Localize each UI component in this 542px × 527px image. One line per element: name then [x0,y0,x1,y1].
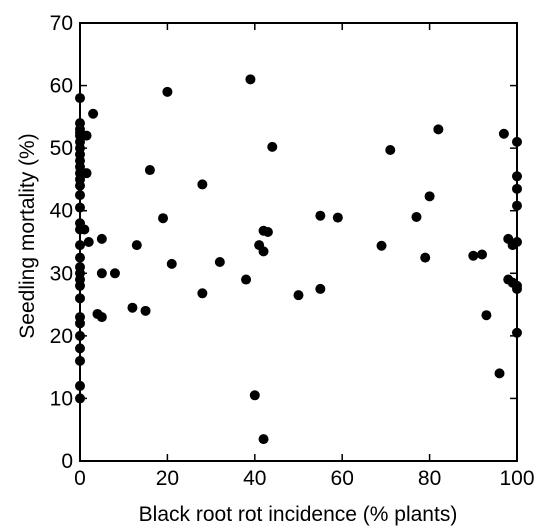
data-point [498,128,509,139]
data-point [75,343,85,354]
data-point [241,274,252,285]
data-point [512,200,522,211]
data-point [75,190,85,201]
data-point [468,250,479,261]
data-point [197,288,208,299]
data-point [127,302,138,313]
y-tick-label: 20 [50,325,73,348]
data-point [424,191,435,202]
data-point [96,233,107,244]
data-point [214,257,225,268]
x-axis-title: Black root rot incidence (% plants) [139,503,458,526]
data-point [81,130,92,141]
data-point [88,108,99,119]
data-point [512,171,522,182]
x-tick-label: 40 [243,467,266,490]
data-point [96,312,107,323]
data-point [512,237,522,247]
data-point [79,224,90,235]
data-point [75,293,85,304]
data-point [75,280,85,291]
data-point [258,434,269,445]
data-point [197,179,208,190]
data-point [131,240,142,251]
data-point [332,212,343,223]
data-point [158,213,169,224]
data-point [166,258,177,269]
data-point [494,368,505,379]
data-point [75,380,85,391]
y-tick-label: 10 [50,387,73,410]
data-point [75,240,85,251]
data-point [96,268,107,279]
data-point [293,290,304,301]
data-point [162,86,173,97]
data-point [75,93,85,104]
data-point [512,183,522,194]
data-point [267,141,278,152]
data-point [512,283,522,294]
data-point [109,268,120,279]
data-point [411,211,422,222]
data-point [481,310,492,321]
x-tick-label: 0 [74,467,86,490]
data-point [376,240,387,251]
axis-ticks: 0 20 40 60 80 100 0 10 20 30 40 50 60 70 [50,12,535,490]
data-point [477,249,488,260]
data-points [75,74,522,445]
data-point [75,180,85,191]
data-point [512,136,522,147]
data-point [385,145,396,156]
y-tick-label: 70 [50,12,73,35]
x-tick-label: 60 [331,467,354,490]
y-tick-label: 60 [50,75,73,98]
data-point [315,283,326,294]
data-point [83,237,94,247]
data-point [315,210,326,221]
data-point [245,74,256,85]
plot-frame [79,22,518,462]
data-point [420,252,431,263]
data-point [249,390,260,401]
data-point [433,124,444,135]
data-point [262,226,273,237]
x-tick-label: 100 [499,467,534,490]
plot-area [79,22,518,462]
y-tick-label: 30 [50,262,73,285]
data-point [144,165,155,176]
y-axis-title: Seedling mortality (%) [16,133,39,338]
x-tick-label: 80 [418,467,441,490]
data-point [75,318,85,329]
y-tick-label: 0 [61,450,73,473]
y-tick-label: 40 [50,200,73,223]
x-tick-label: 20 [156,467,179,490]
data-point [258,246,269,257]
data-point [75,355,85,366]
data-point [140,305,151,316]
data-point [75,252,85,263]
y-tick-label: 50 [50,137,73,160]
data-point [81,168,92,179]
